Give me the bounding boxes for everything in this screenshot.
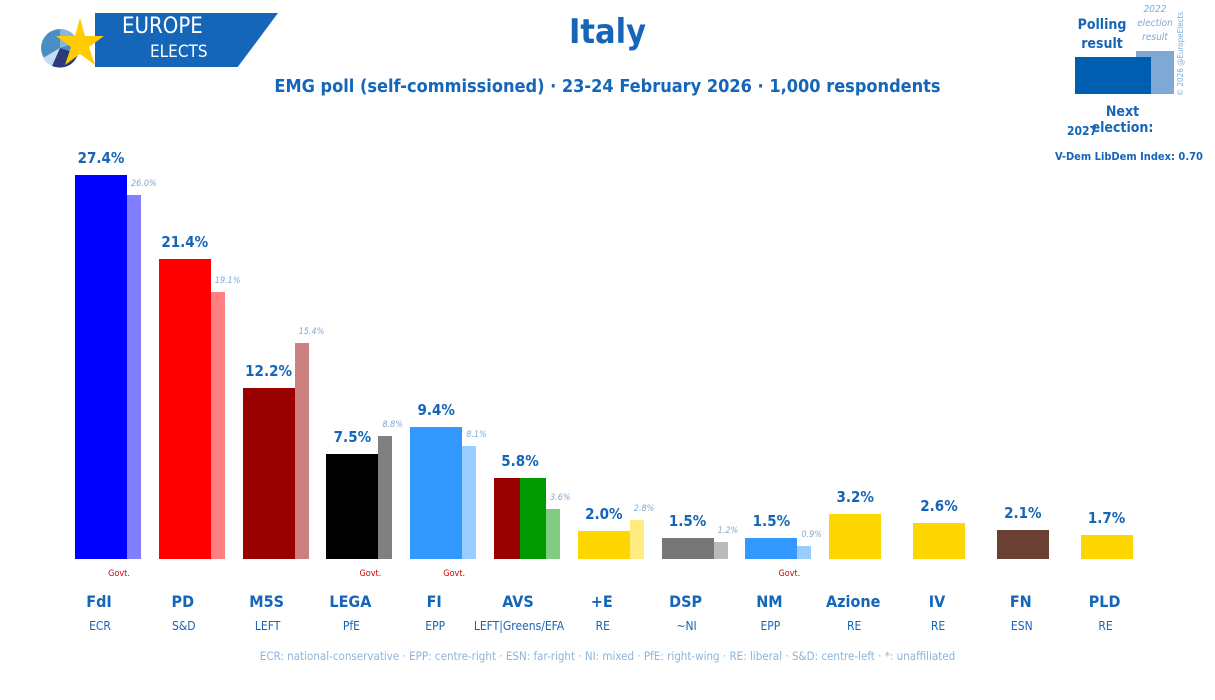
prev-bar-LEGA bbox=[378, 435, 393, 559]
value-label-FdI: 27.4% bbox=[77, 149, 125, 168]
bar-PD bbox=[158, 259, 211, 559]
party-group-PLD: RE bbox=[1098, 619, 1113, 633]
value-label-Azione: 3.2% bbox=[836, 488, 874, 507]
prev-bar-AVS bbox=[546, 508, 560, 559]
prev-value-label-NM: 0.9% bbox=[801, 530, 822, 541]
prev-bar-PD bbox=[210, 291, 225, 559]
party-group-AVS: LEFT|Greens/EFA bbox=[473, 619, 565, 633]
prev-bar-NM bbox=[797, 546, 812, 559]
govt-label-LEGA: Govt. bbox=[359, 569, 382, 579]
party-name-IV: IV bbox=[928, 592, 946, 611]
party-name-AVS: AVS bbox=[502, 592, 534, 611]
party-group-+E: RE bbox=[595, 619, 610, 633]
bar-PLD bbox=[1080, 535, 1133, 559]
party-name-M5S: M5S bbox=[249, 592, 284, 611]
prev-value-label-FI: 8.1% bbox=[466, 429, 487, 440]
value-label-PLD: 1.7% bbox=[1087, 509, 1126, 528]
value-label-AVS: 5.8% bbox=[501, 451, 539, 470]
party-group-FdI: ECR bbox=[89, 619, 111, 633]
bar-LEGA bbox=[326, 454, 379, 559]
chart-title: Italy bbox=[568, 12, 647, 52]
govt-label-FdI: Govt. bbox=[108, 569, 130, 579]
value-label-NM: 1.5% bbox=[752, 512, 791, 530]
bar-AVS bbox=[494, 477, 520, 559]
prev-bar-DSP bbox=[713, 542, 728, 559]
party-group-FN: ESN bbox=[1010, 619, 1033, 633]
bar-Azione bbox=[829, 514, 882, 559]
legend-polling-swatch bbox=[1075, 57, 1151, 94]
party-name-FN: FN bbox=[1009, 592, 1032, 611]
prev-value-label-LEGA: 8.8% bbox=[382, 419, 403, 430]
party-group-IV: RE bbox=[930, 619, 946, 633]
legend-polling-label: Polling result bbox=[1077, 17, 1127, 52]
value-label-FN: 2.1% bbox=[1004, 503, 1042, 522]
value-label-M5S: 12.2% bbox=[245, 362, 292, 381]
bar-FdI bbox=[75, 175, 127, 559]
bar-FI bbox=[410, 427, 463, 559]
vdem-index: V-Dem LibDem Index: 0.70 bbox=[1055, 150, 1203, 163]
govt-label-NM: Govt. bbox=[778, 569, 801, 579]
party-name-NM: NM bbox=[756, 592, 783, 611]
prev-value-label-PD: 19.1% bbox=[214, 275, 241, 286]
bar-IV bbox=[913, 522, 965, 559]
prev-value-label-AVS: 3.6% bbox=[550, 492, 571, 503]
prev-value-label-+E: 2.8% bbox=[633, 503, 655, 514]
value-label-+E: 2.0% bbox=[585, 505, 623, 523]
party-group-LEGA: PfE bbox=[342, 619, 360, 633]
prev-bar-+E bbox=[629, 519, 644, 559]
value-label-DSP: 1.5% bbox=[668, 512, 707, 530]
party-name-+E: +E bbox=[590, 592, 613, 611]
party-group-M5S: LEFT bbox=[254, 619, 281, 633]
logo-text-elects: ELECTS bbox=[150, 42, 208, 62]
party-name-Azione: Azione bbox=[826, 592, 881, 611]
chart-subtitle: EMG poll (self-commissioned) · 23-24 Feb… bbox=[274, 76, 941, 97]
legend-previous-label: 2022 election result bbox=[1137, 4, 1173, 43]
group-glossary: ECR: national-conservative · EPP: centre… bbox=[259, 649, 956, 663]
bar-NM bbox=[745, 538, 798, 559]
party-name-PD: PD bbox=[171, 592, 195, 611]
party-name-FI: FI bbox=[426, 592, 442, 611]
bar-+E bbox=[577, 531, 630, 559]
bar-DSP bbox=[661, 538, 714, 559]
bar-AVS bbox=[520, 477, 546, 559]
party-name-DSP: DSP bbox=[669, 592, 703, 611]
logo-pie-star-icon bbox=[41, 18, 104, 68]
prev-bar-FdI bbox=[127, 195, 141, 559]
party-group-Azione: RE bbox=[847, 619, 862, 633]
value-label-PD: 21.4% bbox=[161, 233, 209, 252]
value-label-FI: 9.4% bbox=[417, 401, 455, 420]
govt-label-FI: Govt. bbox=[443, 569, 466, 579]
prev-bar-FI bbox=[462, 445, 477, 559]
party-name-LEGA: LEGA bbox=[329, 592, 372, 611]
bar-M5S bbox=[242, 388, 295, 559]
party-name-FdI: FdI bbox=[86, 592, 112, 611]
party-group-FI: EPP bbox=[425, 619, 446, 633]
bar-FN bbox=[996, 529, 1049, 559]
prev-value-label-FdI: 26.0% bbox=[131, 179, 157, 189]
copyright: © 2026 @EuropeElects bbox=[1176, 11, 1185, 96]
next-election-value: 2027 bbox=[1067, 124, 1098, 138]
prev-value-label-M5S: 15.4% bbox=[298, 327, 325, 338]
next-election-label: Next election: bbox=[1091, 104, 1154, 136]
value-label-IV: 2.6% bbox=[920, 496, 958, 515]
prev-value-label-DSP: 1.2% bbox=[717, 526, 739, 537]
prev-bar-M5S bbox=[294, 343, 309, 559]
value-label-LEGA: 7.5% bbox=[333, 428, 372, 446]
party-group-DSP: ~NI bbox=[676, 619, 697, 633]
party-group-PD: S&D bbox=[172, 619, 196, 633]
party-name-PLD: PLD bbox=[1088, 592, 1121, 611]
party-group-NM: EPP bbox=[760, 619, 781, 633]
logo-text-europe: EUROPE bbox=[122, 14, 203, 39]
